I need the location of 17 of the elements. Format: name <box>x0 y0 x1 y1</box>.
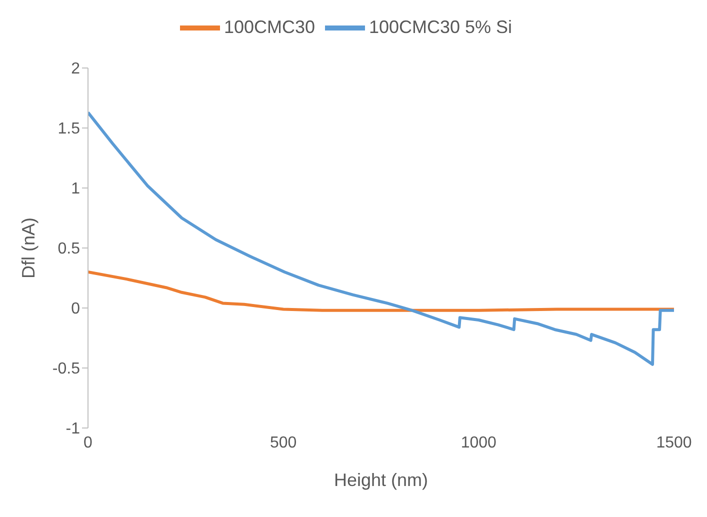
y-axis-title: Dfl (nA) <box>18 217 38 279</box>
x-tick-label: 1500 <box>656 434 692 452</box>
x-tick-label: 1000 <box>460 434 497 452</box>
legend-label: 100CMC30 5% Si <box>368 16 512 37</box>
y-tick-label: -0.5 <box>52 360 80 378</box>
x-axis-title: Height (nm) <box>334 470 428 490</box>
y-tick-label: 1 <box>71 180 80 198</box>
x-tick-label: 500 <box>270 434 297 452</box>
y-tick-label: 1.5 <box>58 120 80 138</box>
x-tick-label: 0 <box>84 434 93 452</box>
legend-label: 100CMC30 <box>224 16 315 37</box>
y-tick-label: 0.5 <box>58 240 80 258</box>
y-tick-label: 0 <box>71 300 80 318</box>
line-series <box>88 110 674 366</box>
line-series <box>88 270 674 312</box>
y-tick-label: -1 <box>66 420 80 438</box>
y-tick-label: 2 <box>71 60 80 78</box>
